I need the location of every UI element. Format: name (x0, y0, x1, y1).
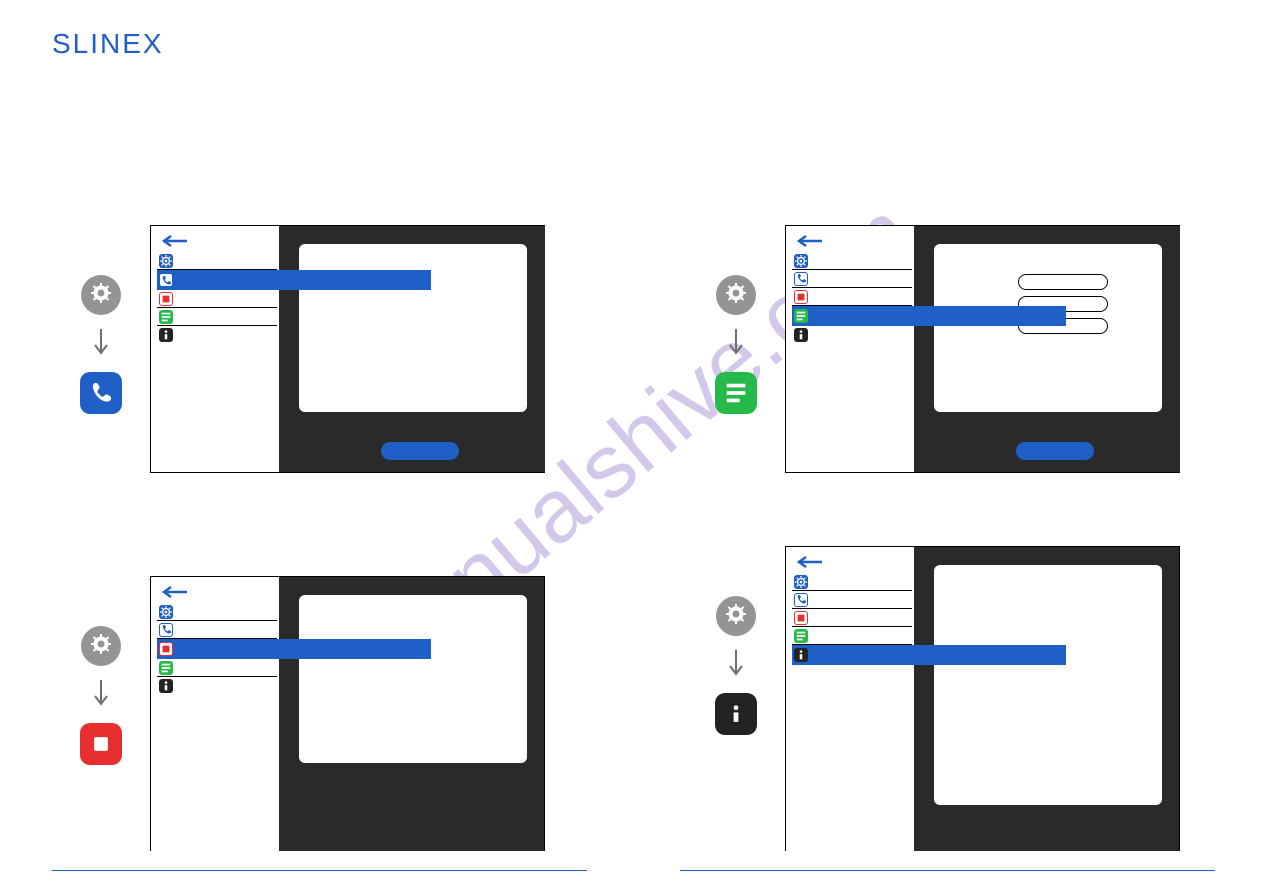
menu-item-settings[interactable] (157, 252, 277, 270)
brand-logo: SLINEX (52, 28, 164, 60)
info-icon (725, 703, 747, 725)
menu-item-call[interactable] (792, 591, 912, 609)
menu-item-call[interactable] (792, 270, 912, 288)
info-icon (794, 328, 808, 342)
menu-item-sd[interactable] (792, 306, 1066, 326)
menu-item-record[interactable] (792, 609, 912, 627)
stop-icon (89, 732, 113, 756)
menu-item-call[interactable] (157, 270, 431, 290)
gear-icon (725, 603, 747, 630)
lines-icon (159, 310, 173, 324)
call-menu-button[interactable] (80, 372, 122, 414)
menu-item-sd[interactable] (157, 659, 277, 677)
stop-icon (159, 292, 173, 306)
settings-entry-button[interactable] (81, 626, 121, 666)
settings-entry-button[interactable] (716, 275, 756, 315)
menu-item-call[interactable] (157, 621, 277, 639)
phone-icon (89, 381, 113, 405)
back-button[interactable] (796, 234, 912, 248)
menu-item-info[interactable] (157, 677, 277, 695)
nav-sequence-sd (715, 275, 757, 414)
panel-rec (150, 576, 545, 851)
phone-icon (794, 593, 808, 607)
option-pill[interactable] (1018, 274, 1108, 290)
device-frame (785, 225, 1180, 473)
arrow-down-icon (92, 678, 110, 713)
device-screen (934, 244, 1162, 412)
settings-menu (792, 553, 912, 665)
menu-item-sd[interactable] (157, 308, 277, 326)
home-button[interactable] (1016, 442, 1094, 460)
phone-icon (794, 272, 808, 286)
lines-icon (723, 380, 749, 406)
settings-entry-button[interactable] (716, 596, 756, 636)
device-frame (150, 225, 545, 473)
lines-icon (794, 629, 808, 643)
phone-icon (159, 623, 173, 637)
panel-call (150, 225, 545, 473)
menu-item-settings[interactable] (157, 603, 277, 621)
menu-item-sd[interactable] (792, 627, 912, 645)
arrow-down-icon (92, 327, 110, 362)
panel-sd (785, 225, 1180, 473)
info-menu-button[interactable] (715, 693, 757, 735)
gear-icon (159, 254, 173, 268)
menu-item-settings[interactable] (792, 252, 912, 270)
footer-rule (680, 870, 1215, 871)
settings-menu (157, 232, 277, 344)
gear-icon (159, 605, 173, 619)
home-button[interactable] (381, 442, 459, 460)
menu-item-record[interactable] (157, 639, 431, 659)
back-button[interactable] (796, 555, 912, 569)
gear-icon (794, 254, 808, 268)
record-menu-button[interactable] (80, 723, 122, 765)
info-icon (794, 648, 808, 662)
back-button[interactable] (161, 585, 277, 599)
info-icon (159, 679, 173, 693)
menu-item-settings[interactable] (792, 573, 912, 591)
device-frame (150, 576, 545, 851)
info-icon (159, 328, 173, 342)
menu-item-info[interactable] (792, 326, 912, 344)
stop-icon (794, 611, 808, 625)
device-screen (934, 565, 1162, 805)
phone-icon (159, 273, 173, 287)
sd-menu-button[interactable] (715, 372, 757, 414)
menu-item-record[interactable] (157, 290, 277, 308)
lines-icon (159, 661, 173, 675)
gear-icon (794, 575, 808, 589)
device-frame (785, 546, 1180, 851)
nav-sequence-call (80, 275, 122, 414)
menu-item-record[interactable] (792, 288, 912, 306)
menu-item-info[interactable] (792, 645, 1066, 665)
settings-menu (792, 232, 912, 344)
gear-icon (90, 282, 112, 309)
nav-sequence-info (715, 596, 757, 735)
footer-rule (52, 870, 587, 871)
gear-icon (725, 282, 747, 309)
nav-sequence-rec (80, 626, 122, 765)
settings-entry-button[interactable] (81, 275, 121, 315)
gear-icon (90, 633, 112, 660)
settings-menu (157, 583, 277, 695)
arrow-down-icon (727, 648, 745, 683)
lines-icon (794, 309, 808, 323)
device-screen (299, 595, 527, 763)
panel-info (785, 546, 1180, 851)
stop-icon (794, 290, 808, 304)
stop-icon (159, 642, 173, 656)
arrow-down-icon (727, 327, 745, 362)
menu-item-info[interactable] (157, 326, 277, 344)
back-button[interactable] (161, 234, 277, 248)
